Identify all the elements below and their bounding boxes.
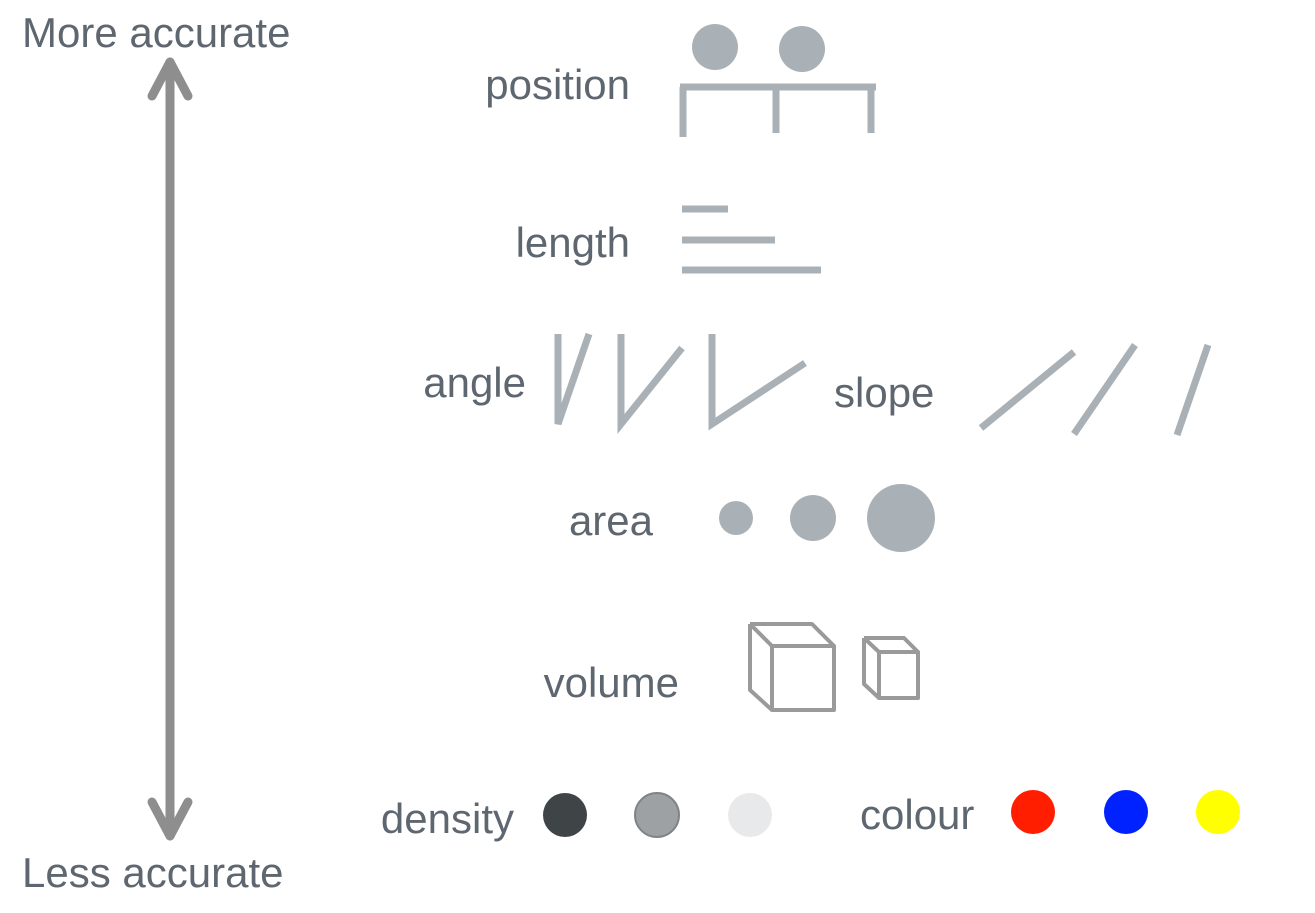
length-glyph xyxy=(682,205,821,274)
density-label: density xyxy=(380,795,514,842)
colour-glyph xyxy=(1011,790,1240,834)
colour-yellow xyxy=(1196,790,1240,834)
position-dot-1 xyxy=(692,24,738,70)
colour-red xyxy=(1011,790,1055,834)
colour-blue xyxy=(1104,790,1148,834)
less-accurate-label: Less accurate xyxy=(22,849,284,896)
accuracy-arrow xyxy=(147,57,193,841)
density-light xyxy=(728,793,772,837)
cube-large xyxy=(748,622,836,712)
position-label: position xyxy=(485,61,630,108)
density-glyph xyxy=(543,792,772,838)
slope-glyph xyxy=(978,343,1212,437)
angle-glyph xyxy=(554,332,807,434)
density-dark xyxy=(543,793,587,837)
cube-small xyxy=(862,636,920,700)
volume-label: volume xyxy=(543,659,679,706)
area-label: area xyxy=(568,497,653,544)
position-dot-2 xyxy=(779,26,825,72)
length-label: length xyxy=(515,219,630,266)
more-accurate-label: More accurate xyxy=(22,9,291,56)
density-medium xyxy=(634,792,680,838)
volume-glyph xyxy=(748,622,920,712)
slope-3 xyxy=(1173,343,1212,437)
area-medium xyxy=(790,495,836,541)
angle-3 xyxy=(708,334,807,431)
angle-1 xyxy=(554,332,593,426)
colour-label: colour xyxy=(860,791,975,838)
slope-label: slope xyxy=(834,369,935,416)
angle-label: angle xyxy=(423,359,526,406)
angle-2 xyxy=(617,334,685,434)
slope-1 xyxy=(978,349,1077,431)
area-glyph xyxy=(719,484,935,552)
area-small xyxy=(719,501,753,535)
slope-2 xyxy=(1071,343,1138,436)
area-large xyxy=(867,484,935,552)
position-glyph xyxy=(679,24,876,137)
